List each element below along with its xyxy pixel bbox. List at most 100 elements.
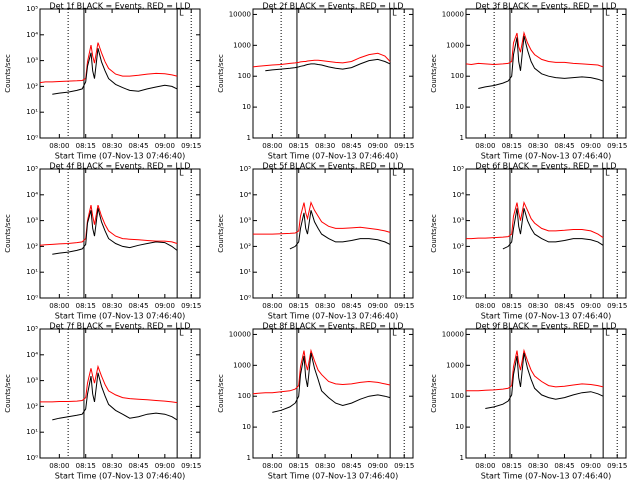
chart-title: Det 3f BLACK = Events, RED = LLD xyxy=(475,2,616,11)
y-tick-label: 10³ xyxy=(239,217,251,225)
y-tick-label: 10² xyxy=(26,402,38,410)
x-tick-label: 08:00 xyxy=(49,462,69,470)
y-tick-label: 10 xyxy=(242,423,251,431)
x-tick-label: 08:30 xyxy=(102,462,122,470)
x-tick-label: 09:15 xyxy=(394,302,414,310)
y-tick-label: 10⁵ xyxy=(26,5,38,13)
y-tick-label: 10⁰ xyxy=(452,294,464,302)
y-tick-label: 10² xyxy=(452,242,464,250)
x-axis-label: Start Time (07-Nov-13 07:46:40) xyxy=(55,152,185,161)
y-tick-label: 10 xyxy=(455,103,464,111)
chart-title: Det 1f BLACK = Events, RED = LLD xyxy=(49,2,190,11)
y-tick-label: 10⁰ xyxy=(26,294,38,302)
x-axis-label: Start Time (07-Nov-13 07:46:40) xyxy=(481,312,611,321)
x-tick-label: 09:00 xyxy=(155,302,175,310)
x-tick-label: 08:30 xyxy=(102,142,122,150)
y-tick-label: 100 xyxy=(238,72,251,80)
y-tick-label: 10⁰ xyxy=(26,454,38,462)
x-tick-label: 08:15 xyxy=(289,462,309,470)
y-tick-label: 10¹ xyxy=(239,268,251,276)
y-tick-label: 10¹ xyxy=(26,428,38,436)
annotation: L xyxy=(392,9,397,18)
x-tick-label: 08:45 xyxy=(341,462,361,470)
plot-frame xyxy=(252,8,414,139)
series-line xyxy=(52,48,178,95)
x-tick-label: 08:00 xyxy=(262,462,282,470)
x-axis-label: Start Time (07-Nov-13 07:46:40) xyxy=(55,472,185,480)
y-tick-label: 10² xyxy=(239,242,251,250)
y-tick-label: 10000 xyxy=(229,330,251,338)
plot-frame xyxy=(465,168,627,299)
x-tick-label: 08:45 xyxy=(341,142,361,150)
chart-title: Det 8f BLACK = Events, RED = LLD xyxy=(262,322,403,331)
x-tick-label: 08:00 xyxy=(262,142,282,150)
x-tick-label: 08:30 xyxy=(315,142,335,150)
x-tick-label: 08:45 xyxy=(554,302,574,310)
y-tick-label: 10⁴ xyxy=(452,191,464,199)
x-tick-label: 09:15 xyxy=(607,462,627,470)
annotation: L xyxy=(605,9,610,18)
y-tick-label: 10⁵ xyxy=(26,165,38,173)
y-tick-label: 1000 xyxy=(446,361,464,369)
x-tick-label: 08:15 xyxy=(76,142,96,150)
y-axis-label: Counts/sec xyxy=(430,214,438,253)
x-tick-label: 08:15 xyxy=(502,462,522,470)
plot-frame xyxy=(252,168,414,299)
y-tick-label: 10 xyxy=(455,423,464,431)
series-line xyxy=(52,372,178,421)
y-axis-label: Counts/sec xyxy=(430,374,438,413)
panel: Det 5f BLACK = Events, RED = LLD Start Ti… xyxy=(217,162,414,321)
x-tick-label: 09:15 xyxy=(394,142,414,150)
plot-frame xyxy=(465,328,627,459)
x-tick-label: 08:15 xyxy=(502,142,522,150)
x-axis-label: Start Time (07-Nov-13 07:46:40) xyxy=(481,472,611,480)
series-line xyxy=(40,364,178,404)
chart-title: Det 6f BLACK = Events, RED = LLD xyxy=(475,162,616,171)
y-tick-label: 10⁵ xyxy=(239,165,251,173)
panel: Det 1f BLACK = Events, RED = LLD Start Ti… xyxy=(4,2,201,161)
y-tick-label: 10² xyxy=(26,242,38,250)
x-tick-label: 09:15 xyxy=(181,462,201,470)
x-tick-label: 08:45 xyxy=(554,462,574,470)
y-tick-label: 10¹ xyxy=(26,108,38,116)
series-line xyxy=(252,52,391,68)
y-tick-label: 1 xyxy=(460,134,464,142)
y-tick-label: 100 xyxy=(451,392,464,400)
x-tick-label: 08:00 xyxy=(49,302,69,310)
x-tick-label: 09:00 xyxy=(368,462,388,470)
x-tick-label: 09:00 xyxy=(155,462,175,470)
x-tick-label: 08:30 xyxy=(528,142,548,150)
annotation: L xyxy=(179,329,184,338)
y-tick-label: 10⁵ xyxy=(26,325,38,333)
chart-title: Det 4f BLACK = Events, RED = LLD xyxy=(49,162,190,171)
panel: Det 6f BLACK = Events, RED = LLD Start Ti… xyxy=(430,162,627,321)
panel: Det 3f BLACK = Events, RED = LLD Start Ti… xyxy=(430,2,627,161)
panel: Det 2f BLACK = Events, RED = LLD Start Ti… xyxy=(217,2,414,161)
y-tick-label: 1000 xyxy=(233,41,251,49)
series-line xyxy=(289,210,391,250)
x-tick-label: 08:15 xyxy=(289,302,309,310)
x-axis-label: Start Time (07-Nov-13 07:46:40) xyxy=(481,152,611,161)
x-tick-label: 09:00 xyxy=(581,142,601,150)
series-line xyxy=(52,208,178,255)
y-tick-label: 10³ xyxy=(26,57,38,65)
x-axis-label: Start Time (07-Nov-13 07:46:40) xyxy=(268,472,398,480)
x-tick-label: 08:15 xyxy=(76,462,96,470)
x-tick-label: 08:30 xyxy=(315,302,335,310)
x-axis-label: Start Time (07-Nov-13 07:46:40) xyxy=(268,152,398,161)
panel: Det 9f BLACK = Events, RED = LLD Start Ti… xyxy=(430,322,627,480)
series-line xyxy=(485,352,604,409)
x-axis-label: Start Time (07-Nov-13 07:46:40) xyxy=(268,312,398,321)
y-tick-label: 10⁵ xyxy=(452,165,464,173)
series-line xyxy=(39,204,178,246)
annotation: L xyxy=(605,329,610,338)
series-line xyxy=(252,348,391,395)
series-line xyxy=(466,200,604,240)
panel: Det 4f BLACK = Events, RED = LLD Start Ti… xyxy=(4,162,201,321)
y-tick-label: 1 xyxy=(460,454,464,462)
annotation: L xyxy=(392,329,397,338)
y-axis-label: Counts/sec xyxy=(4,374,12,413)
y-tick-label: 10000 xyxy=(229,10,251,18)
x-tick-label: 09:00 xyxy=(581,302,601,310)
